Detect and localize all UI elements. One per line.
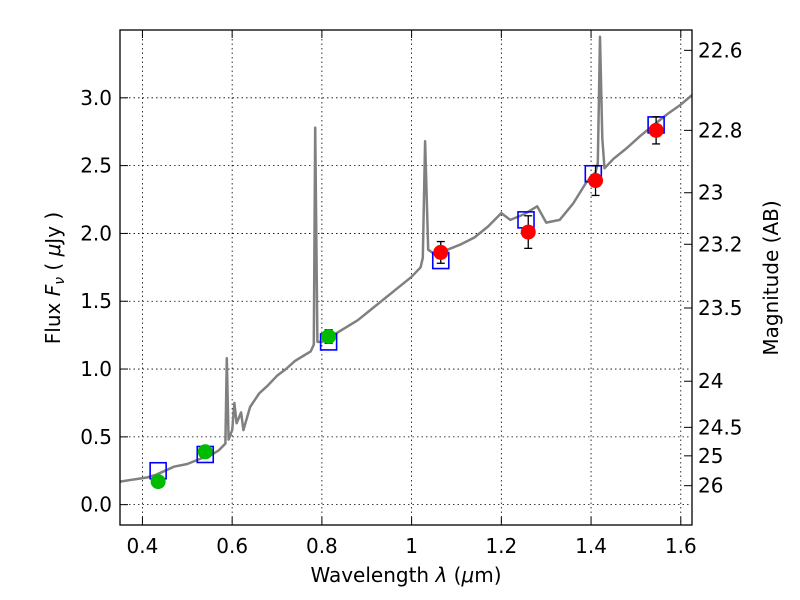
- data-point: [150, 474, 166, 490]
- data-point: [197, 444, 213, 460]
- data-point: [433, 244, 449, 260]
- x-tick-label: 0.8: [306, 534, 338, 558]
- point-layer: [150, 122, 664, 490]
- right-axis-label: Magnitude (AB): [759, 200, 783, 355]
- x-tick-label: 1.4: [575, 534, 607, 558]
- data-point: [321, 328, 337, 344]
- data-point: [648, 122, 664, 138]
- plot-frame: [119, 29, 693, 526]
- right-tick-label: 24.5: [698, 415, 743, 439]
- x-tick-label: 1.6: [665, 534, 697, 558]
- right-tick-label: 23.5: [698, 296, 743, 320]
- y-axis-label: Flux Fν ( μJy ): [41, 212, 68, 344]
- right-tick-label: 24: [698, 369, 723, 393]
- x-tick-label: 0.6: [216, 534, 248, 558]
- y-tick-label: 1.0: [80, 357, 112, 381]
- x-tick-label: 1.2: [485, 534, 517, 558]
- tick-layer: 0.4 0.6 0.8 1 1.2 1.4 1.6 0.0 0.5 1.0 1.5 2.0 2.5 3.0…: [80, 30, 743, 558]
- right-tick-label: 25: [698, 444, 723, 468]
- data-point: [588, 173, 604, 189]
- right-tick-label: 26: [698, 474, 723, 498]
- y-tick-label: 2.0: [80, 221, 112, 245]
- x-tick-label: 0.4: [127, 534, 159, 558]
- right-tick-label: 22.6: [698, 38, 743, 62]
- x-tick-label: 1: [405, 534, 418, 558]
- right-tick-label: 23: [698, 181, 723, 205]
- y-tick-label: 1.5: [80, 289, 112, 313]
- x-axis-label: Wavelength λ (μm): [310, 563, 501, 587]
- right-tick-label: 22.8: [698, 118, 743, 142]
- y-tick-label: 2.5: [80, 154, 112, 178]
- y-tick-label: 3.0: [80, 86, 112, 110]
- y-tick-label: 0.5: [80, 425, 112, 449]
- right-tick-label: 23.2: [698, 232, 743, 256]
- data-point: [520, 224, 536, 240]
- y-tick-label: 0.0: [80, 493, 112, 517]
